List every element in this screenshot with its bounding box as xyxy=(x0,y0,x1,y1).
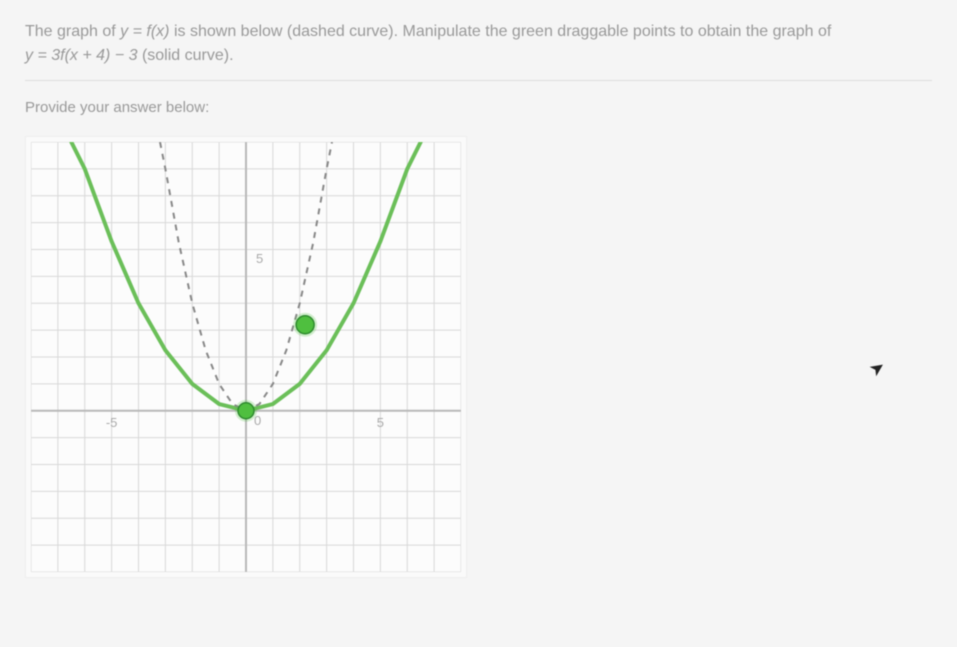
mouse-cursor-icon: ➤ xyxy=(865,356,889,382)
graph-container[interactable]: -5505 xyxy=(25,136,467,578)
question-text: The graph of y = f(x) is shown below (da… xyxy=(25,20,932,68)
svg-text:-5: -5 xyxy=(106,415,118,430)
q-eq2: y = 3f(x + 4) − 3 xyxy=(25,47,138,64)
function-graph[interactable]: -5505 xyxy=(31,142,461,572)
q-prefix: The graph of xyxy=(25,23,120,40)
drag-handle-1[interactable] xyxy=(293,313,317,337)
drag-handle-0[interactable] xyxy=(235,400,257,422)
divider xyxy=(25,80,932,81)
q-suffix: (solid curve). xyxy=(142,47,234,64)
provide-answer-label: Provide your answer below: xyxy=(25,99,932,116)
q-mid: is shown below (dashed curve). Manipulat… xyxy=(174,23,831,40)
svg-text:5: 5 xyxy=(256,251,263,266)
q-eq1: y = f(x) xyxy=(120,23,169,40)
svg-text:5: 5 xyxy=(377,415,384,430)
